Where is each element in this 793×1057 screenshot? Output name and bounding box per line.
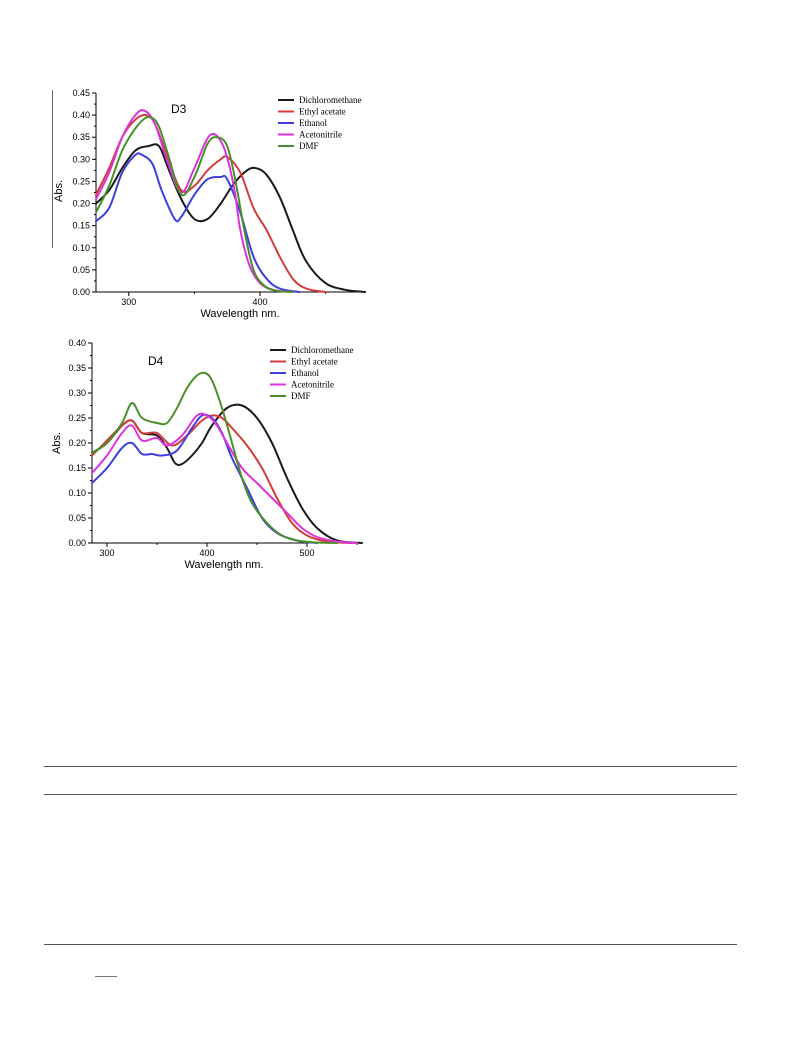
chart-d4-series [91, 371, 363, 544]
chart-d4-x-axis-title: Wavelength nm. [184, 559, 263, 571]
chart-d3-series [95, 109, 366, 293]
chart-d3-x-axis-title: Wavelength nm. [200, 308, 279, 320]
chart-d3-legend-label-ethyl-acetate: Ethyl acetate [299, 107, 346, 117]
chart-d3-x-tick-label: 400 [253, 297, 268, 307]
chart-d3-y-axis-title: Abs. [53, 180, 65, 202]
chart-d3-y-tick-label: 0.15 [72, 221, 90, 231]
chart-d3-x-tick-label: 300 [121, 297, 136, 307]
chart-d3-y-tick-label: 0.30 [72, 154, 90, 164]
chart-d4-series-ethanol [91, 413, 318, 544]
chart-d4-x-tick-label: 300 [99, 548, 114, 558]
chart-d3-legend-label-ethanol: Ethanol [299, 118, 327, 128]
chart-d3-title: D3 [171, 102, 187, 116]
chart-d4-legend-label-ethyl-acetate: Ethyl acetate [291, 357, 338, 367]
chart-d4-legend-label-ethanol: Ethanol [291, 368, 319, 378]
chart-d4-title: D4 [148, 354, 164, 368]
chart-d3-legend-label-dmf: DMF [299, 141, 319, 151]
chart-d4-y-tick-label: 0.25 [68, 413, 86, 423]
footnote-mark [95, 976, 117, 977]
chart-d3-series-acetonitrile [95, 109, 294, 293]
chart-d3-legend-label-acetonitrile: Acetonitrile [299, 130, 342, 140]
chart-d3-series-ethanol [95, 152, 301, 293]
chart-d4-series-dmf [91, 371, 338, 544]
chart-d4-x-tick-label: 400 [199, 548, 214, 558]
chart-d4-x-axis: 300 400 500 [92, 542, 362, 558]
chart-d3: D3 0.000.050.100.150.200.250.300.350.400… [53, 88, 366, 320]
chart-d4-plot: D4 0.000.050.100.150.200.250.300.350.40 … [51, 338, 363, 571]
chart-d4-y-tick-label: 0.35 [68, 363, 86, 373]
chart-d4-y-tick-label: 0.05 [68, 513, 86, 523]
chart-d3-legend-label-dichloromethane: Dichloromethane [299, 95, 361, 105]
chart-d4-y-axis-title: Abs. [51, 432, 63, 454]
side-margin-line [52, 90, 53, 248]
chart-d3-series-dmf [95, 116, 294, 293]
chart-d4-legend-label-dmf: DMF [291, 391, 311, 401]
chart-d4-y-tick-label: 0.20 [68, 438, 86, 448]
chart-d4-y-axis: 0.00 0.05 0.10 0.15 0.20 0.25 0.30 0.35 0.40 [68, 338, 93, 548]
chart-d4-y-tick-label: 0.30 [68, 388, 86, 398]
chart-d3-y-tick-label: 0.45 [72, 88, 90, 98]
chart-d4-legend-label-acetonitrile: Acetonitrile [291, 380, 334, 390]
chart-d4: D4 0.000.050.100.150.200.250.300.350.40 … [51, 338, 363, 571]
chart-d4-series-ethyl-acetate [91, 414, 353, 544]
chart-d3-plot: D3 0.000.050.100.150.200.250.300.350.400… [53, 88, 366, 320]
chart-d3-y-axis: 0.00 0.05 0.10 0.15 0.20 0.25 0.30 0.35 0.40 0.45 [72, 88, 97, 297]
chart-d3-series-ethyl-acetate [95, 113, 327, 293]
chart-d4-series-acetonitrile [91, 412, 358, 544]
chart-d3-y-tick-label: 0.40 [72, 110, 90, 120]
chart-d3-x-axis: 300 400 [96, 291, 365, 307]
table-top-rule [44, 766, 737, 767]
chart-d3-y-tick-label: 0.35 [72, 132, 90, 142]
chart-d3-y-tick-label: 0.00 [72, 287, 90, 297]
table-header-rule [44, 794, 737, 795]
chart-d4-y-tick-label: 0.00 [68, 538, 86, 548]
chart-d3-series-dichloromethane [95, 143, 366, 293]
table-bottom-rule [44, 944, 737, 945]
chart-d3-y-tick-label: 0.05 [72, 265, 90, 275]
chart-d4-x-tick-label: 500 [299, 548, 314, 558]
chart-d4-legend-label-dichloromethane: Dichloromethane [291, 345, 353, 355]
chart-d3-y-tick-label: 0.20 [72, 199, 90, 209]
chart-d3-y-tick-label: 0.10 [72, 243, 90, 253]
chart-d4-y-tick-label: 0.15 [68, 463, 86, 473]
chart-d4-y-tick-label: 0.10 [68, 488, 86, 498]
chart-d3-y-tick-label: 0.25 [72, 176, 90, 186]
chart-d4-y-tick-label: 0.40 [68, 338, 86, 348]
